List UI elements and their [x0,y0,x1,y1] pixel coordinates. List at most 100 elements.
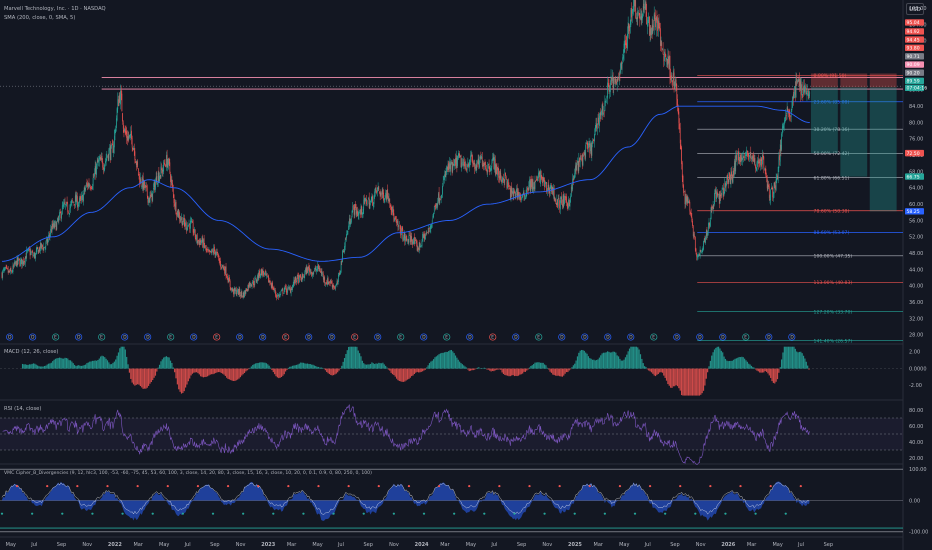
macd-histogram-bar [298,363,300,369]
candle-body [300,276,302,278]
candle-body [335,284,337,286]
candle-body [7,268,8,269]
candle-body [717,193,719,195]
candle-body [631,9,633,17]
macd-histogram-bar [53,359,55,369]
candle-body [418,242,420,252]
candle-body [505,176,507,180]
candle-body [88,182,90,187]
dividend-event-icon [144,333,152,341]
candle-body [521,195,523,198]
candle-body [803,86,804,95]
candle-body [266,273,267,276]
candle-body [518,191,519,197]
candle-body [96,161,98,166]
macd-histogram-bar [627,351,629,369]
macd-histogram-bar [293,365,295,369]
candle-body [100,157,102,161]
candle-body [116,108,118,121]
candle-body [303,276,305,279]
candle-body [218,254,219,258]
macd-histogram-bar [702,368,705,391]
macd-histogram-bar [38,366,40,369]
candle-body [85,183,87,187]
wavetrend-line [1,482,810,515]
candle-body [703,240,704,250]
candle-body [653,26,654,28]
macd-histogram-bar [713,349,716,369]
candle-body [207,249,208,251]
wavetrend-signal-dot [61,512,64,515]
wavetrend-label[interactable]: VMC Cipher_B_Divergencies (9, 12, hlc3, … [4,470,372,476]
macd-histogram-bar [791,346,794,369]
candle-body [109,146,111,159]
macd-label[interactable]: MACD (12, 26, close) [4,349,58,355]
candle-body [290,288,292,294]
candle-body [786,107,788,115]
candle-body [534,180,536,190]
candle-body [438,192,440,204]
macd-tick-label: 0.0000 [909,366,927,372]
event-letter: D [261,335,265,341]
wavetrend-signal-dot [437,484,441,488]
candle-body [455,156,457,164]
candle-body [15,260,17,263]
macd-histogram-bar [445,351,447,369]
candle-body [170,174,171,182]
event-letter: E [215,335,218,341]
macd-histogram-bar [158,364,161,369]
candle-body [676,84,678,100]
macd-histogram-bar [350,346,352,369]
price-axis-tag-label: 90.09 [907,62,920,68]
event-letter: D [238,335,242,341]
event-letter: D [698,335,702,341]
wavetrend-signal-dot [769,484,772,488]
macd-histogram-bar [135,368,137,385]
candle-body [167,163,169,168]
candle-body [739,154,741,162]
candle-body [181,217,183,226]
candle-body [538,172,540,175]
candle-body [212,250,214,253]
candle-body [224,266,226,274]
macd-histogram-bar [353,346,355,369]
macd-histogram-bar [690,368,692,396]
candle-body [150,192,152,197]
candle-body [419,242,421,247]
candle-body [794,86,795,95]
candle-body [480,157,482,159]
macd-histogram-bar [375,363,377,369]
macd-histogram-bar [295,364,298,369]
macd-histogram-bar [805,361,807,369]
candle-body [394,217,396,219]
candle-body [711,206,713,209]
macd-histogram-bar [330,368,332,376]
currency-button[interactable]: USD [906,3,924,15]
macd-histogram-bar [657,368,659,374]
candle-body [257,275,258,282]
macd-histogram-bar [508,368,510,377]
time-axis-label: Mar [287,542,297,548]
candle-body [731,171,732,177]
sma-indicator-label[interactable]: SMA (200, close, 0, SMA, 5) [4,15,75,21]
candle-body [678,111,680,124]
price-axis-tag [905,53,924,60]
candle-body [537,176,539,180]
earnings-event-icon [213,333,221,341]
rsi-label[interactable]: RSI (14, close) [4,406,41,412]
candle-body [124,129,126,133]
macd-histogram-bar [626,354,628,369]
candle-body [450,162,452,171]
candle-body [464,161,465,167]
candle-body [315,268,317,271]
candle-body [567,204,569,208]
candle-body [381,189,383,195]
macd-histogram-bar [750,365,753,369]
candle-body [758,161,760,164]
macd-histogram-bar [480,368,483,369]
macd-histogram-bar [402,368,405,382]
macd-histogram-bar [454,355,457,369]
price-tick-label: 80.00 [909,120,923,126]
price-axis-tag [905,44,924,51]
